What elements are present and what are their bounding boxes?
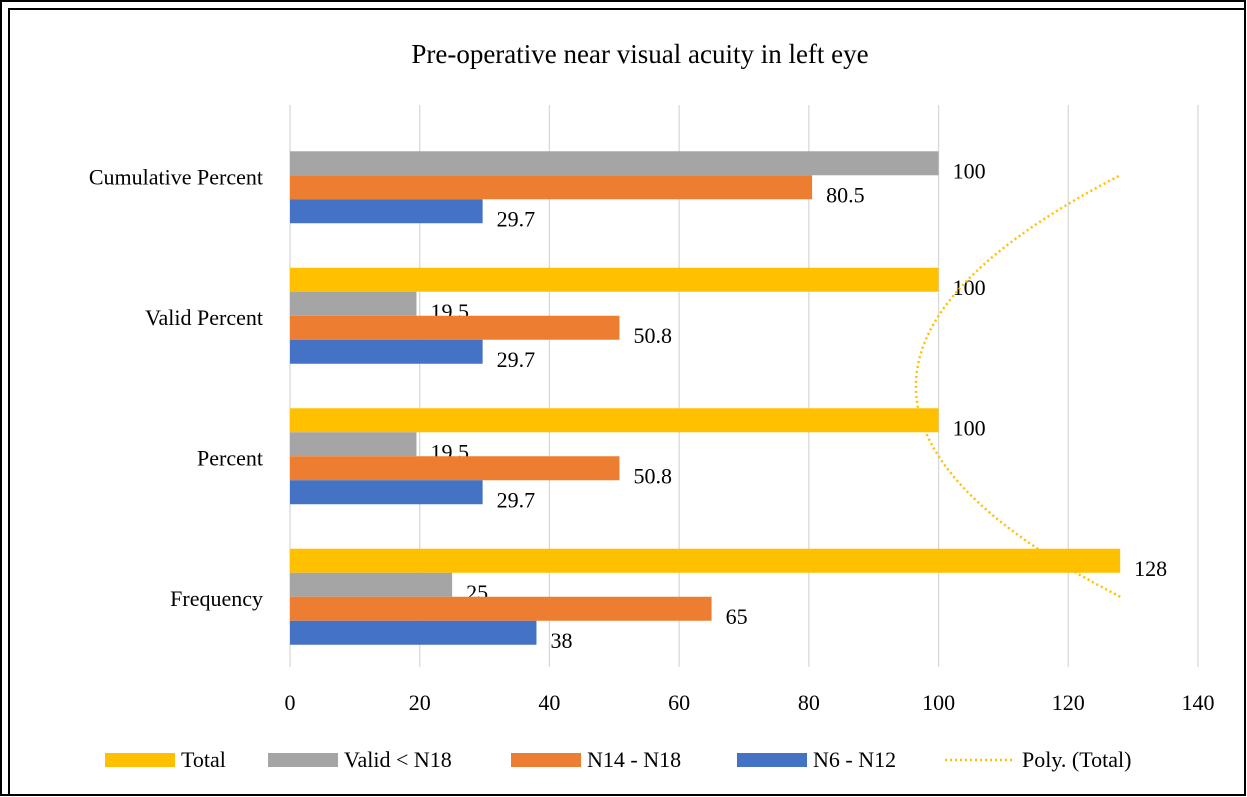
x-tick-label: 140 xyxy=(1182,690,1215,715)
x-tick-label: 80 xyxy=(798,690,820,715)
bar xyxy=(290,456,620,481)
data-label: 65 xyxy=(726,604,748,629)
legend-label: Poly. (Total) xyxy=(1022,747,1131,772)
legend-label: N6 - N12 xyxy=(813,747,896,772)
y-tick-label: Percent xyxy=(197,445,263,470)
legend-label: N14 - N18 xyxy=(587,747,681,772)
data-label: 80.5 xyxy=(826,182,865,207)
data-label: 29.7 xyxy=(497,487,536,512)
legend-label: Total xyxy=(181,747,226,772)
x-tick-label: 20 xyxy=(409,690,431,715)
y-tick-label: Valid Percent xyxy=(145,305,263,330)
data-label: 50.8 xyxy=(633,323,672,348)
x-tick-label: 120 xyxy=(1052,690,1085,715)
data-label: 38 xyxy=(550,628,572,653)
bar xyxy=(290,480,483,505)
x-tick-label: 40 xyxy=(538,690,560,715)
data-label: 29.7 xyxy=(497,206,536,231)
chart-title: Pre-operative near visual acuity in left… xyxy=(411,39,868,69)
data-label: 100 xyxy=(953,415,986,440)
legend-swatch xyxy=(268,753,338,767)
data-label: 128 xyxy=(1134,556,1167,581)
bar xyxy=(290,175,813,200)
y-tick-label: Cumulative Percent xyxy=(89,164,263,189)
bar xyxy=(290,620,537,645)
bar xyxy=(290,432,417,457)
inner-frame xyxy=(8,8,1246,796)
bar xyxy=(290,596,712,621)
trendline xyxy=(914,174,1121,598)
bar xyxy=(290,151,939,176)
bar xyxy=(290,339,483,364)
data-label: 100 xyxy=(953,158,986,183)
bar xyxy=(290,315,620,340)
y-tick-label: Frequency xyxy=(170,586,263,611)
legend-label: Valid < N18 xyxy=(344,747,452,772)
bar xyxy=(290,267,939,292)
x-tick-label: 60 xyxy=(668,690,690,715)
x-tick-label: 0 xyxy=(285,690,296,715)
data-label: 50.8 xyxy=(633,463,672,488)
legend-swatch xyxy=(511,753,581,767)
legend-swatch xyxy=(105,753,175,767)
data-label: 100 xyxy=(953,275,986,300)
bar xyxy=(290,548,1121,573)
bar xyxy=(290,408,939,433)
data-label: 29.7 xyxy=(497,347,536,372)
bar xyxy=(290,291,417,316)
bar xyxy=(290,572,453,597)
legend-swatch xyxy=(737,753,807,767)
bar xyxy=(290,199,483,224)
x-tick-label: 100 xyxy=(922,690,955,715)
